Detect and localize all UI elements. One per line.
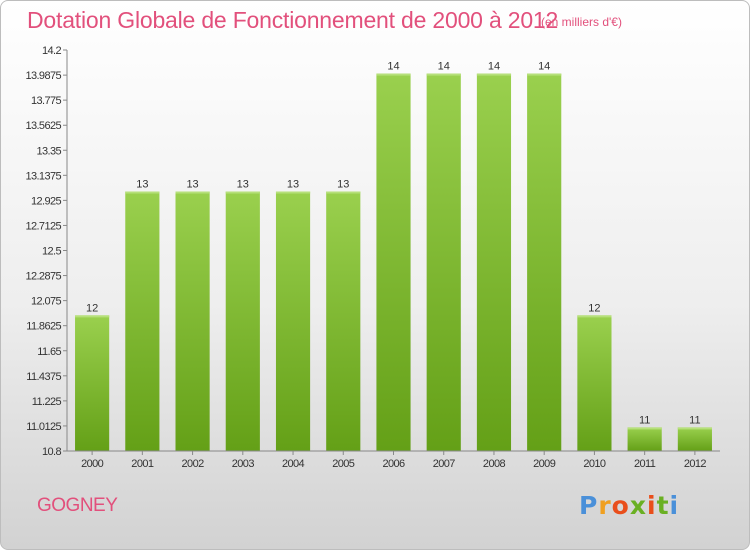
bar-2010 (577, 315, 612, 451)
y-tick-label: 11.65 (37, 346, 61, 358)
y-tick-label: 11.0125 (26, 421, 61, 433)
x-tick-label: 2005 (332, 458, 355, 470)
y-tick-label: 12.7125 (25, 220, 61, 232)
logo-letter: t (656, 491, 670, 520)
logo-letter: r (598, 491, 612, 520)
bar-2000 (75, 315, 110, 451)
logo-letter: i (647, 491, 657, 520)
x-tick-label: 2004 (282, 458, 305, 470)
y-axis: 14.2 13.9875 13.775 13.5625 13.35 13.1375 12.9… (25, 45, 68, 458)
bar-highlight (275, 191, 311, 194)
y-tick-label: 11.225 (32, 396, 62, 408)
proxiti-logo[interactable]: Proxiti (579, 491, 679, 520)
commune-name: GOGNEY (37, 495, 118, 516)
bar-2012 (677, 427, 712, 451)
y-tick-label: 11.8625 (26, 321, 61, 333)
y-tick-label: 12.075 (31, 296, 62, 308)
bar-highlight (426, 73, 461, 76)
bar-highlight (677, 427, 712, 430)
logo-letter: x (629, 491, 647, 520)
bar-highlight (225, 191, 260, 194)
logo-letter: i (669, 491, 680, 520)
bar-2006 (376, 73, 411, 452)
bar-2004 (275, 191, 311, 451)
bars: 12 13 13 13 13 13 14 14 14 14 12 11 11 (75, 61, 712, 452)
logo-letter: o (611, 491, 630, 520)
bar-value-label: 13 (287, 179, 299, 191)
x-tick-label: 2009 (533, 458, 556, 470)
bar-highlight (175, 191, 210, 194)
bar-value-label: 13 (136, 179, 148, 191)
bar-2011 (627, 427, 662, 451)
bar-highlight (125, 191, 160, 194)
y-tick-label: 13.5625 (25, 120, 61, 132)
bar-highlight (326, 191, 361, 194)
bar-highlight (476, 73, 512, 76)
bar-value-label: 13 (237, 179, 249, 191)
x-tick-label: 2012 (684, 458, 707, 470)
y-tick-label: 13.1375 (25, 170, 61, 182)
bar-2001 (125, 191, 160, 451)
x-tick-label: 2000 (81, 458, 104, 470)
bar-value-label: 11 (639, 414, 650, 426)
bar-value-label: 12 (86, 302, 98, 314)
chart-subtitle: (en milliers d'€) (541, 15, 622, 29)
bar-highlight (376, 73, 411, 76)
bar-2008 (476, 73, 512, 452)
y-tick-label: 12.2875 (25, 271, 61, 283)
bar-2009 (527, 73, 562, 452)
y-tick-label: 12.925 (31, 195, 62, 207)
y-tick-label: 12.5 (42, 246, 61, 258)
bar-value-label: 14 (387, 61, 399, 73)
bar-value-label: 11 (689, 414, 700, 426)
bar-value-label: 14 (438, 61, 450, 73)
bar-value-label: 13 (337, 179, 349, 191)
chart-title: Dotation Globale de Fonctionnement de 20… (27, 7, 559, 33)
logo-letter: P (579, 491, 599, 520)
y-tick-label: 10.8 (42, 446, 61, 458)
y-tick-label: 13.9875 (25, 70, 61, 82)
y-tick-label: 11.4375 (26, 371, 61, 383)
x-tick-label: 2006 (382, 458, 405, 470)
bar-value-label: 12 (588, 302, 600, 314)
x-axis: 2000 2001 2002 2003 2004 2005 2006 2007 2008 2009… (67, 450, 720, 470)
x-tick-label: 2003 (232, 458, 255, 470)
y-tick-label: 13.35 (36, 145, 61, 157)
x-tick-label: 2011 (634, 458, 656, 470)
x-tick-label: 2007 (433, 458, 456, 470)
bar-2007 (426, 73, 461, 452)
bar-value-label: 13 (186, 179, 198, 191)
x-tick-label: 2008 (483, 458, 506, 470)
bar-highlight (577, 315, 612, 318)
bar-2005 (326, 191, 361, 451)
bar-highlight (527, 73, 562, 76)
x-tick-label: 2002 (182, 458, 205, 470)
x-tick-label: 2010 (583, 458, 606, 470)
bar-2003 (225, 191, 260, 451)
bar-value-label: 14 (538, 61, 550, 73)
bar-highlight (627, 427, 662, 430)
bar-2002 (175, 191, 210, 451)
y-tick-label: 14.2 (42, 45, 61, 57)
bar-value-label: 14 (488, 61, 500, 73)
y-tick-label: 13.775 (31, 95, 62, 107)
bar-highlight (75, 315, 110, 318)
x-tick-label: 2001 (131, 458, 154, 470)
